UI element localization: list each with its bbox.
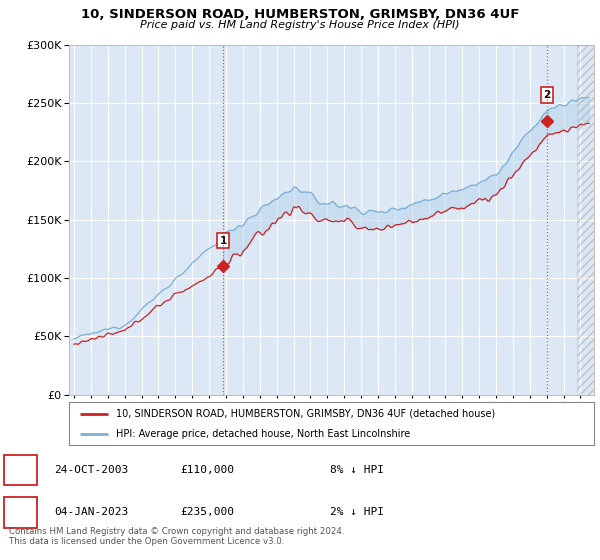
Text: 2% ↓ HPI: 2% ↓ HPI — [330, 507, 384, 517]
Text: £235,000: £235,000 — [180, 507, 234, 517]
Text: 8% ↓ HPI: 8% ↓ HPI — [330, 465, 384, 475]
Text: 10, SINDERSON ROAD, HUMBERSTON, GRIMSBY, DN36 4UF: 10, SINDERSON ROAD, HUMBERSTON, GRIMSBY,… — [81, 8, 519, 21]
Text: HPI: Average price, detached house, North East Lincolnshire: HPI: Average price, detached house, Nort… — [116, 430, 410, 440]
Text: 1: 1 — [220, 236, 227, 246]
Text: 04-JAN-2023: 04-JAN-2023 — [54, 507, 128, 517]
Text: 2: 2 — [544, 90, 551, 100]
Text: 24-OCT-2003: 24-OCT-2003 — [54, 465, 128, 475]
Text: £110,000: £110,000 — [180, 465, 234, 475]
Text: Price paid vs. HM Land Registry's House Price Index (HPI): Price paid vs. HM Land Registry's House … — [140, 20, 460, 30]
Text: 10, SINDERSON ROAD, HUMBERSTON, GRIMSBY, DN36 4UF (detached house): 10, SINDERSON ROAD, HUMBERSTON, GRIMSBY,… — [116, 409, 496, 419]
Text: 2: 2 — [16, 506, 25, 519]
FancyBboxPatch shape — [4, 455, 37, 485]
FancyBboxPatch shape — [4, 497, 37, 528]
Text: 1: 1 — [16, 463, 25, 477]
Text: Contains HM Land Registry data © Crown copyright and database right 2024.
This d: Contains HM Land Registry data © Crown c… — [9, 526, 344, 546]
